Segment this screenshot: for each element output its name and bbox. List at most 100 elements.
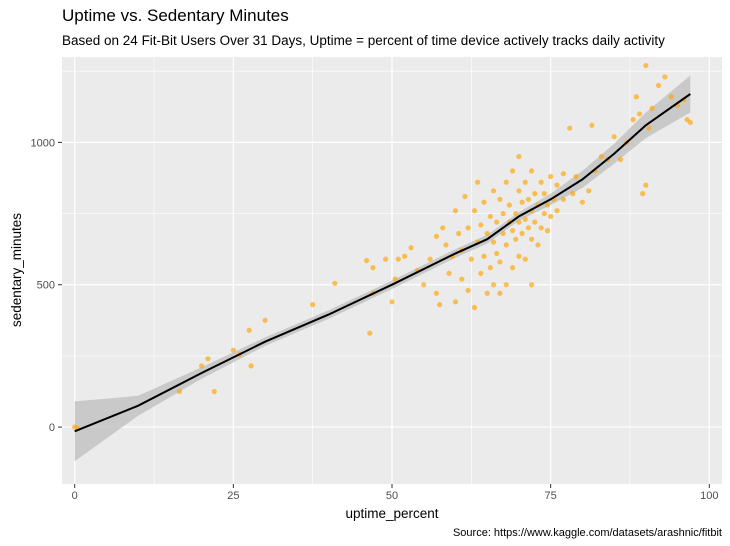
- data-point: [427, 256, 433, 262]
- data-point: [478, 270, 484, 276]
- data-point: [456, 230, 462, 237]
- chart-subtitle: Based on 24 Fit-Bit Users Over 31 Days, …: [62, 33, 665, 48]
- data-point: [513, 236, 519, 242]
- data-point: [436, 302, 443, 308]
- data-point: [395, 256, 401, 262]
- data-point: [389, 299, 395, 305]
- data-point: [529, 168, 535, 174]
- data-point: [332, 280, 338, 286]
- data-point: [494, 250, 500, 257]
- data-point: [541, 210, 547, 217]
- y-axis-title: sedentary_minutes: [9, 213, 24, 327]
- data-point: [532, 219, 538, 225]
- data-point: [516, 219, 522, 225]
- y-axis-ticks: 0 500 1000: [31, 137, 62, 434]
- y-tick-label: 500: [37, 280, 55, 292]
- data-point: [643, 182, 649, 188]
- data-point: [668, 94, 674, 100]
- data-point: [516, 253, 522, 259]
- data-point: [490, 239, 497, 245]
- data-point: [554, 182, 560, 188]
- data-point: [443, 242, 449, 248]
- data-point: [421, 282, 427, 288]
- data-point: [544, 202, 551, 208]
- data-point: [662, 74, 668, 80]
- data-point: [589, 122, 595, 128]
- data-point: [487, 265, 493, 271]
- data-point: [248, 363, 254, 369]
- x-tick-label: 0: [72, 490, 78, 502]
- data-point: [617, 156, 624, 163]
- source-caption: Source: https://www.kaggle.com/datasets/…: [452, 527, 722, 539]
- x-axis-title: uptime_percent: [345, 506, 438, 521]
- data-point: [446, 270, 452, 276]
- data-point: [497, 290, 503, 296]
- data-point: [509, 168, 516, 174]
- data-point: [522, 179, 528, 185]
- data-point: [611, 134, 617, 140]
- data-point: [516, 188, 522, 194]
- data-point: [471, 304, 478, 311]
- y-tick-label: 0: [49, 422, 55, 434]
- data-point: [205, 356, 211, 362]
- data-point: [452, 299, 459, 305]
- data-point: [548, 213, 554, 220]
- data-point: [655, 82, 662, 89]
- data-point: [465, 225, 471, 231]
- data-point: [497, 259, 503, 265]
- data-point: [630, 117, 636, 123]
- data-point: [490, 188, 497, 194]
- data-point: [500, 210, 506, 217]
- data-point: [364, 257, 370, 264]
- data-point: [494, 219, 500, 225]
- data-point: [519, 199, 525, 205]
- data-point: [649, 105, 655, 111]
- data-point: [513, 210, 519, 217]
- x-tick-label: 75: [545, 490, 557, 502]
- smooth-line: [74, 93, 691, 433]
- data-point: [211, 388, 217, 395]
- data-point: [573, 173, 579, 180]
- data-point: [246, 327, 252, 333]
- data-point: [462, 193, 468, 200]
- data-point: [532, 191, 538, 197]
- data-point: [598, 154, 605, 160]
- data-point: [465, 287, 471, 294]
- data-point: [310, 302, 316, 308]
- data-point: [497, 196, 503, 202]
- data-point: [560, 196, 566, 202]
- grid-major: [62, 57, 722, 484]
- data-point: [500, 230, 506, 237]
- data-point: [433, 233, 440, 239]
- data-point: [402, 253, 408, 259]
- data-point: [503, 179, 509, 185]
- data-point: [383, 256, 389, 262]
- x-tick-label: 25: [227, 490, 239, 502]
- data-point: [509, 228, 516, 234]
- data-point: [529, 236, 535, 242]
- data-point: [522, 216, 528, 222]
- data-point: [538, 179, 544, 185]
- data-point: [487, 213, 493, 220]
- data-point: [367, 330, 373, 336]
- data-point: [633, 94, 639, 100]
- data-point: [471, 208, 478, 214]
- data-point: [481, 199, 487, 205]
- data-point: [484, 230, 490, 237]
- data-point: [529, 282, 535, 288]
- x-tick-label: 50: [386, 490, 398, 502]
- x-axis-ticks: 0 25 50 75 100: [72, 484, 718, 502]
- data-points: [72, 62, 693, 432]
- data-point: [433, 290, 440, 296]
- data-point: [475, 179, 481, 185]
- data-point: [535, 242, 541, 248]
- data-point: [452, 208, 459, 214]
- data-point: [509, 265, 516, 271]
- data-point: [503, 282, 509, 288]
- data-point: [490, 282, 497, 288]
- data-point: [646, 125, 652, 131]
- data-point: [548, 173, 554, 180]
- data-point: [586, 188, 592, 194]
- data-point: [176, 388, 183, 395]
